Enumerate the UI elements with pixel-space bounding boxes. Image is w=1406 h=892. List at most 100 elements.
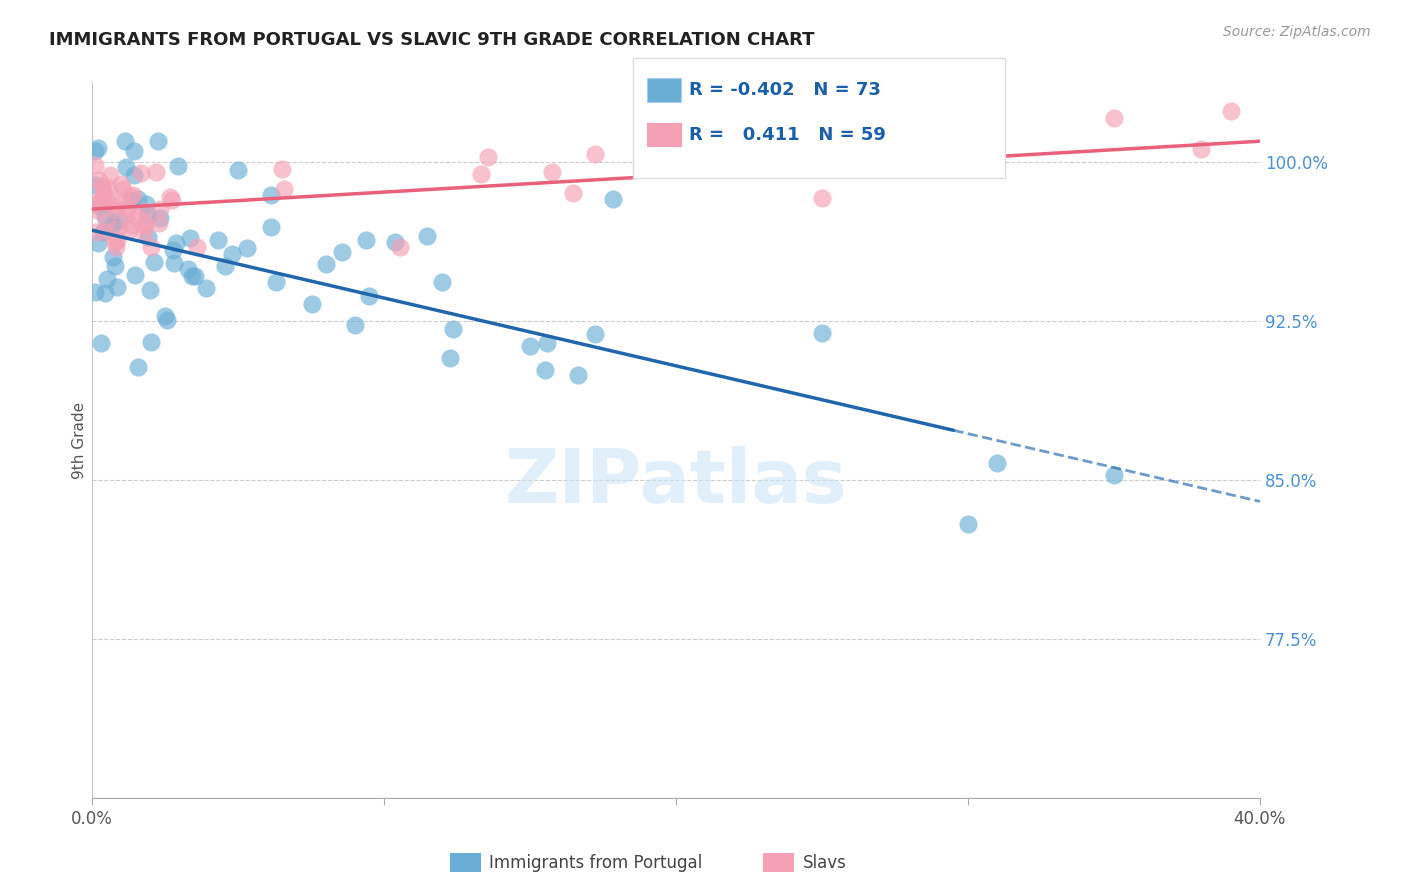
Point bbox=[138, 283, 160, 297]
Point bbox=[811, 326, 834, 341]
Point bbox=[839, 158, 862, 172]
Point bbox=[176, 262, 198, 277]
Point bbox=[94, 285, 117, 300]
Point bbox=[359, 289, 381, 303]
Point bbox=[101, 219, 124, 234]
Point bbox=[156, 313, 179, 327]
Point bbox=[1102, 112, 1125, 126]
Point bbox=[416, 229, 439, 244]
Point bbox=[121, 219, 143, 233]
Point bbox=[343, 318, 366, 332]
Point bbox=[811, 191, 834, 205]
Point bbox=[567, 368, 589, 382]
Text: R = -0.402   N = 73: R = -0.402 N = 73 bbox=[689, 81, 880, 99]
Point bbox=[260, 188, 283, 202]
Point bbox=[541, 165, 564, 179]
Point bbox=[86, 235, 108, 250]
Point bbox=[160, 193, 183, 207]
Point bbox=[181, 268, 204, 283]
Point bbox=[273, 181, 295, 195]
Point bbox=[134, 226, 156, 240]
Point bbox=[236, 241, 259, 255]
Point bbox=[536, 335, 558, 350]
Point bbox=[84, 225, 107, 239]
Point bbox=[146, 134, 169, 148]
Point bbox=[266, 276, 288, 290]
Point bbox=[108, 212, 131, 227]
Point bbox=[432, 275, 454, 289]
Point bbox=[132, 204, 155, 219]
Point bbox=[122, 144, 145, 158]
Point bbox=[89, 199, 111, 213]
Point bbox=[96, 272, 118, 286]
Point bbox=[561, 186, 583, 200]
Text: Source: ZipAtlas.com: Source: ZipAtlas.com bbox=[1223, 25, 1371, 39]
Point bbox=[112, 181, 135, 195]
Point bbox=[141, 240, 163, 254]
Point bbox=[145, 165, 167, 179]
Point bbox=[441, 322, 464, 336]
Point bbox=[135, 196, 157, 211]
Point bbox=[84, 285, 107, 300]
Text: Slavs: Slavs bbox=[803, 854, 846, 871]
Point bbox=[104, 203, 127, 218]
Point bbox=[533, 362, 555, 376]
Point bbox=[583, 327, 606, 342]
Point bbox=[301, 297, 323, 311]
Point bbox=[122, 187, 145, 202]
Point bbox=[91, 194, 114, 209]
Point bbox=[165, 235, 187, 250]
Point bbox=[602, 192, 624, 206]
Point bbox=[125, 210, 148, 224]
Point bbox=[89, 193, 111, 207]
Point bbox=[86, 141, 108, 155]
Point bbox=[90, 336, 112, 351]
Point bbox=[159, 190, 181, 204]
Point bbox=[122, 168, 145, 182]
Point bbox=[167, 159, 190, 173]
Point bbox=[94, 210, 117, 224]
Point bbox=[214, 259, 236, 273]
Point bbox=[179, 231, 201, 245]
Point bbox=[127, 359, 149, 374]
Point bbox=[84, 178, 107, 193]
Point bbox=[127, 192, 149, 206]
Point bbox=[439, 351, 461, 365]
Point bbox=[184, 268, 207, 283]
Point bbox=[87, 173, 110, 187]
Text: ZIPatlas: ZIPatlas bbox=[505, 447, 848, 519]
Point bbox=[1219, 104, 1241, 119]
Point bbox=[271, 162, 294, 177]
Point bbox=[91, 187, 114, 202]
Point bbox=[583, 147, 606, 161]
Point bbox=[136, 208, 159, 222]
Point bbox=[226, 162, 249, 177]
Point bbox=[354, 233, 377, 247]
Point bbox=[124, 268, 146, 282]
Point bbox=[98, 169, 121, 183]
Point bbox=[1191, 142, 1213, 156]
Point bbox=[110, 194, 132, 208]
Point bbox=[118, 223, 141, 237]
Point bbox=[186, 240, 208, 254]
Point bbox=[470, 167, 492, 181]
Point bbox=[110, 177, 132, 191]
Point bbox=[135, 216, 157, 230]
Y-axis label: 9th Grade: 9th Grade bbox=[72, 401, 87, 479]
Point bbox=[103, 198, 125, 212]
Point bbox=[121, 193, 143, 207]
Point bbox=[90, 179, 112, 194]
Point bbox=[956, 516, 979, 531]
Point bbox=[107, 280, 129, 294]
Point bbox=[84, 158, 107, 172]
Point bbox=[477, 150, 499, 164]
Point bbox=[142, 254, 165, 268]
Point bbox=[148, 216, 170, 230]
Point bbox=[1102, 468, 1125, 483]
Point bbox=[104, 235, 127, 249]
Point bbox=[139, 335, 162, 350]
Point bbox=[260, 219, 283, 234]
Point bbox=[96, 190, 118, 204]
Point bbox=[105, 234, 128, 248]
Point bbox=[94, 226, 117, 240]
